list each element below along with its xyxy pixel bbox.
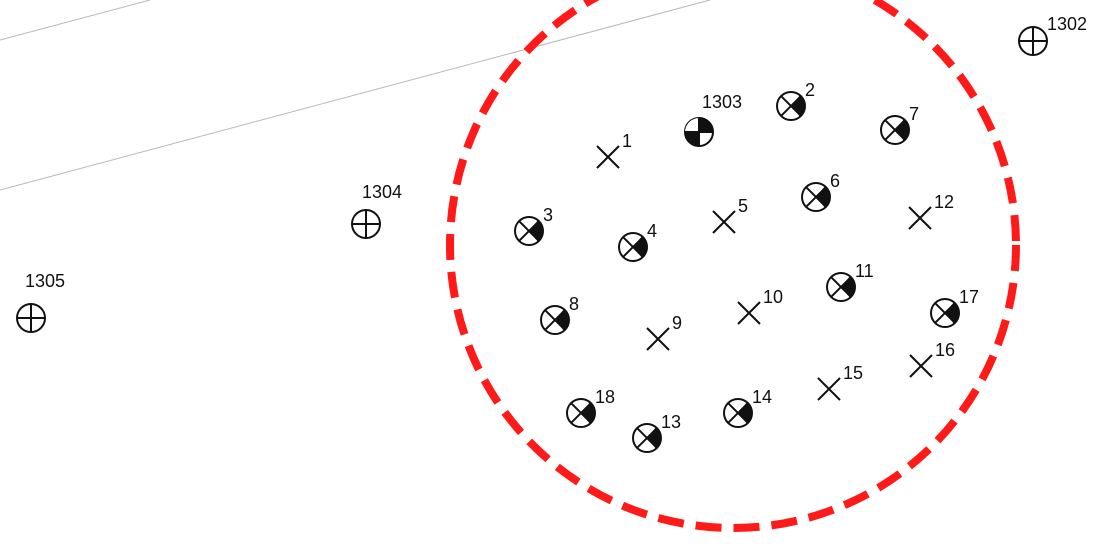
point-label: 2 [805, 80, 815, 100]
point-5: 5 [712, 196, 748, 234]
point-label: 9 [672, 313, 682, 333]
point-7: 7 [880, 104, 919, 145]
guide-line [0, 0, 151, 41]
point-9: 9 [646, 313, 682, 351]
point-3: 3 [514, 205, 553, 246]
point-14: 14 [723, 387, 772, 428]
point-11: 11 [826, 261, 874, 302]
point-16: 16 [909, 340, 955, 378]
x-marker-icon [737, 301, 761, 325]
x-marker-icon [909, 354, 933, 378]
point-label: 17 [959, 287, 979, 307]
point-4: 4 [618, 221, 657, 262]
survey-benchmark-icon [684, 117, 714, 147]
crosshair-circle-icon [351, 209, 381, 239]
point-label: 3 [543, 205, 553, 225]
half-filled-marker-icon [776, 91, 806, 121]
boundary-dashed-circle [446, 0, 1020, 532]
x-marker-icon [596, 145, 620, 169]
reference-point-1303: 1303 [684, 92, 742, 147]
point-label: 11 [855, 261, 874, 281]
point-6: 6 [801, 171, 840, 212]
point-13: 13 [632, 412, 681, 453]
half-filled-marker-icon [930, 298, 960, 328]
point-label: 4 [647, 221, 657, 241]
half-filled-marker-icon [514, 216, 544, 246]
point-label: 5 [738, 196, 748, 216]
point-2: 2 [776, 80, 815, 121]
half-filled-marker-icon [618, 232, 648, 262]
point-1: 1 [596, 131, 632, 169]
point-label: 13 [661, 412, 681, 432]
half-filled-marker-icon [566, 398, 596, 428]
point-17: 17 [930, 287, 979, 328]
reference-point-label: 1303 [702, 92, 742, 112]
point-18: 18 [566, 387, 615, 428]
point-label: 18 [595, 387, 615, 407]
reference-point-1305: 1305 [16, 271, 65, 333]
point-8: 8 [540, 294, 579, 335]
half-filled-marker-icon [880, 115, 910, 145]
reference-point-1302: 1302 [1018, 14, 1087, 56]
point-12: 12 [908, 192, 954, 230]
point-label: 8 [569, 294, 579, 314]
crosshair-circle-icon [1018, 26, 1048, 56]
crosshair-circle-icon [16, 303, 46, 333]
half-filled-marker-icon [632, 423, 662, 453]
reference-point-label: 1305 [25, 271, 65, 291]
half-filled-marker-icon [540, 305, 570, 335]
guide-lines [0, 0, 711, 191]
point-10: 10 [737, 287, 783, 325]
x-marker-icon [817, 377, 841, 401]
point-label: 15 [843, 363, 863, 383]
point-label: 14 [752, 387, 772, 407]
half-filled-marker-icon [826, 272, 856, 302]
half-filled-marker-icon [723, 398, 753, 428]
point-label: 16 [935, 340, 955, 360]
reference-point-label: 1304 [362, 182, 402, 202]
point-label: 10 [763, 287, 783, 307]
x-marker-icon [712, 210, 736, 234]
point-label: 12 [934, 192, 954, 212]
point-label: 6 [830, 171, 840, 191]
reference-point-1304: 1304 [351, 182, 402, 239]
reference-point-label: 1302 [1047, 14, 1087, 34]
point-label: 7 [909, 104, 919, 124]
x-marker-icon [908, 206, 932, 230]
guide-line [0, 0, 711, 191]
x-marker-icon [646, 327, 670, 351]
point-15: 15 [817, 363, 863, 401]
reference-points-layer: 1302 1303 1304 1305 [16, 14, 1087, 333]
half-filled-marker-icon [801, 182, 831, 212]
point-label: 1 [622, 131, 632, 151]
